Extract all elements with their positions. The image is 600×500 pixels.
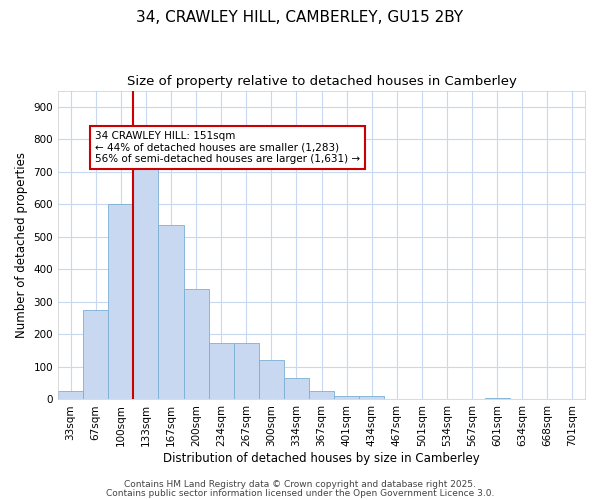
Bar bbox=[485, 398, 510, 400]
Bar bbox=[309, 392, 334, 400]
Title: Size of property relative to detached houses in Camberley: Size of property relative to detached ho… bbox=[127, 75, 517, 88]
Bar bbox=[209, 342, 233, 400]
Bar bbox=[233, 342, 259, 400]
X-axis label: Distribution of detached houses by size in Camberley: Distribution of detached houses by size … bbox=[163, 452, 480, 465]
Bar bbox=[158, 226, 184, 400]
Bar bbox=[284, 378, 309, 400]
Text: Contains HM Land Registry data © Crown copyright and database right 2025.: Contains HM Land Registry data © Crown c… bbox=[124, 480, 476, 489]
Bar bbox=[108, 204, 133, 400]
Y-axis label: Number of detached properties: Number of detached properties bbox=[15, 152, 28, 338]
Bar bbox=[184, 289, 209, 400]
Bar bbox=[359, 396, 384, 400]
Bar bbox=[334, 396, 359, 400]
Text: 34 CRAWLEY HILL: 151sqm
← 44% of detached houses are smaller (1,283)
56% of semi: 34 CRAWLEY HILL: 151sqm ← 44% of detache… bbox=[95, 130, 360, 164]
Bar bbox=[259, 360, 284, 400]
Bar bbox=[133, 156, 158, 400]
Bar bbox=[83, 310, 108, 400]
Text: Contains public sector information licensed under the Open Government Licence 3.: Contains public sector information licen… bbox=[106, 489, 494, 498]
Text: 34, CRAWLEY HILL, CAMBERLEY, GU15 2BY: 34, CRAWLEY HILL, CAMBERLEY, GU15 2BY bbox=[136, 10, 464, 25]
Bar bbox=[58, 392, 83, 400]
